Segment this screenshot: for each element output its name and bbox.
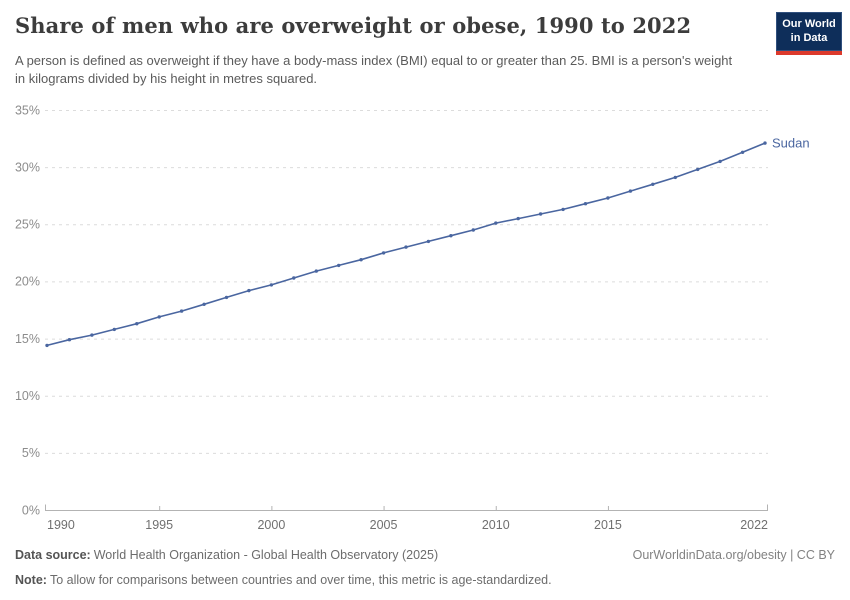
footer-note: Note: To allow for comparisons between co…	[15, 572, 835, 589]
series-end-label[interactable]: Sudan	[772, 135, 810, 150]
data-point[interactable]	[471, 228, 475, 232]
chart-title: Share of men who are overweight or obese…	[15, 13, 692, 38]
owid-logo-text: Our World in Data	[776, 12, 842, 51]
logo-line1: Our World	[782, 17, 836, 30]
data-point[interactable]	[90, 333, 94, 337]
x-tick-label: 2015	[594, 518, 622, 532]
x-axis-line	[45, 504, 768, 511]
data-point[interactable]	[337, 263, 341, 268]
data-point[interactable]	[157, 315, 161, 319]
data-point[interactable]	[269, 283, 274, 287]
data-point[interactable]	[516, 216, 520, 221]
logo-line2: in Data	[790, 31, 828, 44]
y-tick-label: 15%	[15, 332, 40, 346]
data-line[interactable]	[46, 142, 766, 347]
y-tick-label: 0%	[22, 503, 40, 517]
x-tick-label: 2000	[257, 518, 285, 532]
data-point[interactable]	[651, 182, 655, 186]
x-tick-label: 2022	[740, 518, 768, 532]
data-point[interactable]	[224, 295, 229, 300]
footer: Data source: World Health Organization - …	[15, 547, 835, 589]
data-point[interactable]	[740, 150, 745, 154]
data-point[interactable]	[628, 189, 633, 193]
data-point[interactable]	[606, 196, 610, 200]
data-point[interactable]	[494, 221, 498, 225]
owid-logo[interactable]: Our World in Data	[776, 12, 842, 55]
data-point[interactable]	[45, 343, 49, 348]
data-point[interactable]	[247, 288, 251, 293]
data-point[interactable]	[426, 239, 431, 244]
datasource-text: World Health Organization - Global Healt…	[93, 548, 439, 562]
data-point[interactable]	[359, 258, 363, 262]
data-point[interactable]	[381, 251, 386, 255]
y-tick-label: 35%	[15, 103, 40, 117]
data-point[interactable]	[292, 276, 296, 280]
data-point[interactable]	[449, 234, 453, 238]
data-point[interactable]	[718, 159, 722, 164]
y-tick-label: 5%	[22, 446, 40, 460]
data-point[interactable]	[561, 207, 565, 212]
x-tick-label: 2010	[482, 518, 510, 532]
y-tick-label: 20%	[15, 275, 40, 289]
data-point[interactable]	[67, 338, 72, 342]
data-point[interactable]	[404, 245, 408, 249]
data-point[interactable]	[179, 309, 184, 313]
footer-datasource: Data source: World Health Organization - …	[15, 547, 438, 564]
logo-accent-bar	[776, 51, 842, 55]
y-tick-label: 30%	[15, 160, 40, 174]
data-point[interactable]	[202, 302, 206, 306]
footer-credit-link[interactable]: OurWorldinData.org/obesity | CC BY	[632, 548, 835, 562]
y-tick-label: 10%	[15, 389, 40, 403]
data-point[interactable]	[135, 322, 139, 326]
note-text: To allow for comparisons between countri…	[49, 572, 552, 587]
y-tick-label: 25%	[15, 218, 40, 232]
data-point[interactable]	[763, 141, 767, 145]
data-point[interactable]	[696, 167, 700, 172]
data-point[interactable]	[314, 269, 318, 273]
data-point[interactable]	[112, 327, 117, 332]
datasource-label: Data source:	[15, 548, 91, 562]
data-point[interactable]	[538, 212, 543, 216]
data-point[interactable]	[673, 175, 677, 180]
x-tick-label: 1990	[47, 518, 75, 532]
chart-svg[interactable]: 0% 5% 10% 15% 20% 25% 30% 35% 1990 1995 2000 2005 20…	[0, 95, 850, 540]
note-label: Note:	[15, 572, 47, 587]
x-tick-label: 1995	[145, 518, 173, 532]
x-tick-label: 2005	[370, 518, 398, 532]
data-point[interactable]	[583, 202, 588, 206]
chart-subtitle: A person is defined as overweight if the…	[15, 53, 733, 87]
